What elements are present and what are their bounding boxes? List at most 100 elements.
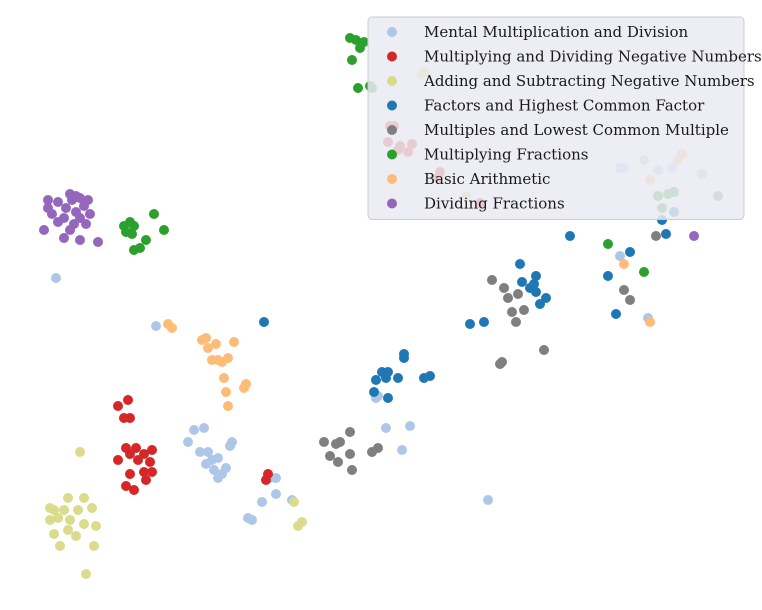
point-1-11 [147, 445, 157, 455]
point-5-21 [359, 37, 369, 47]
series-4 [319, 191, 723, 475]
point-4-7 [345, 427, 355, 437]
point-2-5 [63, 525, 73, 535]
point-2-10 [65, 515, 75, 525]
point-6-4 [219, 373, 229, 383]
point-6-7 [213, 355, 223, 365]
point-6-9 [203, 343, 213, 353]
point-0-3 [271, 489, 281, 499]
point-5-23 [351, 35, 361, 45]
legend: Mental Multiplication and Division Multip… [367, 16, 762, 220]
point-2-8 [45, 515, 55, 525]
legend-marker-1 [387, 51, 397, 62]
point-4-6 [335, 437, 345, 447]
point-3-13 [479, 317, 489, 327]
point-4-11 [497, 357, 507, 367]
point-3-11 [259, 317, 269, 327]
point-0-6 [271, 473, 281, 483]
point-0-21 [151, 321, 161, 331]
point-0-18 [183, 437, 193, 447]
point-5-5 [159, 225, 169, 235]
point-2-4 [49, 529, 59, 539]
point-3-0 [383, 393, 393, 403]
point-2-18 [75, 447, 85, 457]
legend-marker-4 [387, 125, 397, 135]
point-3-10 [425, 371, 435, 381]
point-3-25 [625, 247, 635, 257]
point-3-18 [529, 279, 539, 289]
point-0-10 [221, 463, 231, 473]
series-7 [39, 189, 699, 247]
point-4-17 [513, 289, 523, 299]
legend-marker-5 [387, 149, 397, 160]
point-1-19 [263, 469, 273, 479]
point-0-23 [381, 423, 391, 433]
point-6-15 [163, 319, 173, 329]
point-4-15 [519, 305, 529, 315]
point-2-14 [87, 503, 97, 513]
point-3-21 [515, 259, 525, 269]
point-7-0 [59, 233, 69, 243]
point-0-1 [247, 515, 257, 525]
point-1-15 [125, 413, 135, 423]
point-4-0 [347, 465, 357, 475]
legend-marker-0 [387, 27, 397, 37]
point-6-11 [229, 337, 239, 347]
point-7-3 [39, 225, 49, 235]
point-0-15 [213, 453, 223, 463]
legend-marker-7 [387, 198, 397, 209]
point-6-1 [221, 387, 231, 397]
point-3-8 [399, 349, 409, 359]
point-4-16 [503, 293, 513, 303]
point-0-14 [203, 447, 213, 457]
point-2-12 [59, 505, 69, 515]
point-7-23 [689, 231, 699, 241]
point-2-16 [63, 493, 73, 503]
point-2-7 [91, 521, 101, 531]
point-0-22 [51, 273, 61, 283]
legend-box [367, 16, 745, 220]
point-6-3 [241, 379, 251, 389]
point-0-24 [397, 445, 407, 455]
point-5-8 [129, 221, 139, 231]
point-7-22 [71, 191, 81, 201]
series-3 [259, 207, 679, 403]
point-3-2 [371, 375, 381, 385]
point-3-6 [383, 367, 393, 377]
point-2-15 [45, 503, 55, 513]
point-3-22 [565, 231, 575, 241]
point-5-4 [127, 229, 137, 239]
point-4-14 [507, 307, 517, 317]
point-3-27 [661, 229, 671, 239]
point-4-12 [539, 345, 549, 355]
point-7-2 [93, 237, 103, 247]
point-3-5 [393, 373, 403, 383]
point-1-4 [139, 467, 149, 477]
point-3-15 [541, 293, 551, 303]
point-1-6 [113, 455, 123, 465]
point-2-17 [79, 493, 89, 503]
legend-marker-3 [387, 100, 397, 111]
point-4-13 [511, 317, 521, 327]
point-5-10 [639, 267, 649, 277]
point-4-1 [333, 457, 343, 467]
legend-label-7: Dividing Fractions [424, 195, 565, 213]
point-6-17 [619, 259, 629, 269]
point-7-12 [85, 209, 95, 219]
legend-label-2: Adding and Subtracting Negative Numbers [423, 72, 755, 90]
point-3-19 [517, 277, 527, 287]
point-0-20 [199, 423, 209, 433]
point-0-29 [615, 251, 625, 261]
point-1-12 [121, 443, 131, 453]
point-4-21 [619, 285, 629, 295]
point-5-16 [353, 83, 363, 93]
point-7-14 [61, 203, 71, 213]
point-6-8 [223, 353, 233, 363]
point-0-13 [195, 447, 205, 457]
point-1-1 [129, 485, 139, 495]
legend-label-3: Factors and Highest Common Factor [424, 97, 705, 115]
point-2-13 [73, 505, 83, 515]
point-4-2 [345, 449, 355, 459]
point-1-13 [131, 443, 141, 453]
point-3-24 [603, 271, 613, 281]
